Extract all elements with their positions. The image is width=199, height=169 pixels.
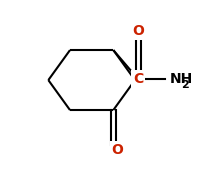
Text: O: O: [112, 143, 124, 157]
Text: O: O: [132, 24, 144, 38]
Text: NH: NH: [170, 72, 193, 86]
Text: 2: 2: [181, 79, 189, 90]
Text: C: C: [133, 72, 143, 86]
